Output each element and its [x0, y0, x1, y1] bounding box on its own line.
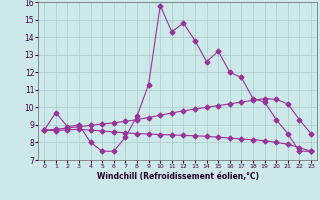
X-axis label: Windchill (Refroidissement éolien,°C): Windchill (Refroidissement éolien,°C): [97, 172, 259, 181]
